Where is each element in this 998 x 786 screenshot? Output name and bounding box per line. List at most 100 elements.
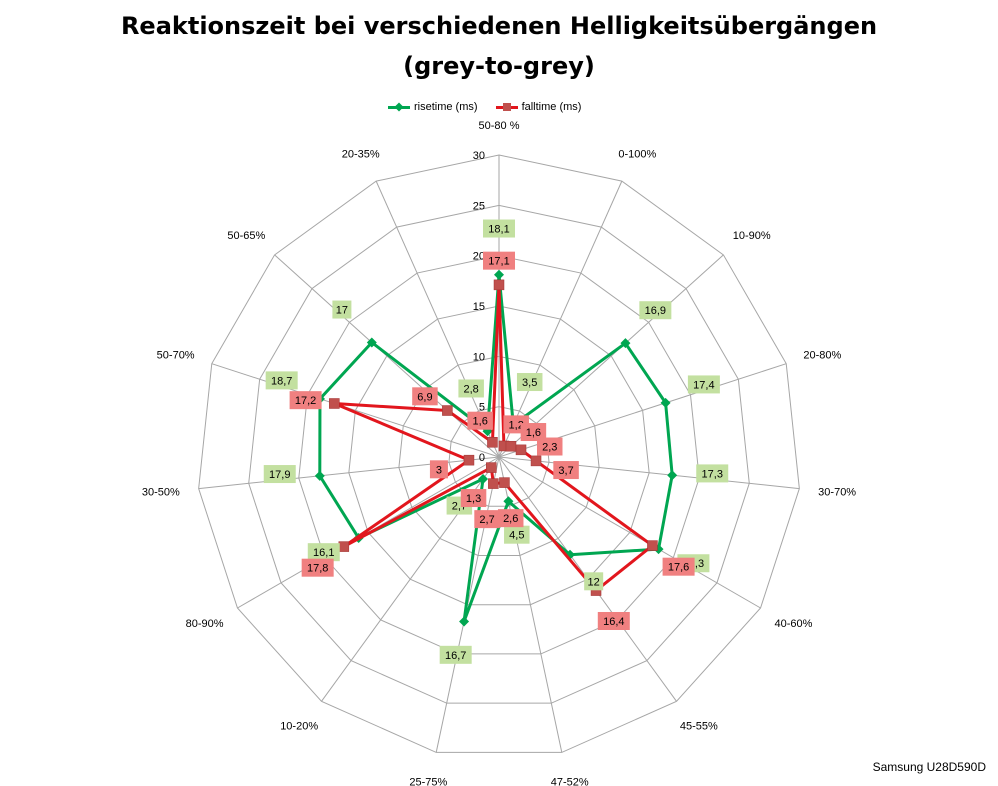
- category-label: 0-100%: [618, 149, 656, 161]
- data-label-bg: [307, 543, 340, 562]
- r-tick-label: 15: [473, 301, 485, 313]
- data-label-bg: [597, 611, 630, 630]
- category-label: 20-80%: [803, 349, 841, 361]
- data-label-bg: [687, 375, 720, 394]
- data-label-falltime: 17,6: [668, 562, 689, 574]
- data-label-bg: [301, 558, 334, 577]
- data-label-falltime: 3: [436, 464, 442, 476]
- data-label-risetime: 16,9: [645, 305, 666, 317]
- data-point-falltime: [338, 541, 350, 552]
- r-tick-label: 20: [473, 251, 485, 263]
- data-label-risetime: 12: [588, 576, 600, 588]
- data-label-falltime: 2,3: [542, 442, 557, 454]
- data-label-bg: [263, 465, 296, 484]
- grid-spoke: [498, 180, 623, 458]
- data-label-risetime: 3,5: [522, 377, 537, 389]
- data-label-bg: [265, 371, 298, 390]
- data-point-risetime: [620, 338, 631, 349]
- data-point-falltime: [442, 405, 453, 416]
- data-label-bg: [460, 489, 487, 508]
- data-label-risetime: 17,4: [693, 379, 714, 391]
- data-label-falltime: 1,3: [466, 493, 481, 505]
- series-line-risetime: [318, 273, 674, 623]
- data-label-bg: [467, 411, 493, 430]
- falltime-swatch-icon: [495, 101, 518, 113]
- data-label-bg: [497, 509, 524, 528]
- grid-spoke: [498, 456, 761, 609]
- category-label: 10-20%: [280, 721, 318, 733]
- category-label: 30-50%: [142, 487, 180, 499]
- grid-spoke: [498, 456, 563, 753]
- data-point-falltime: [463, 454, 475, 466]
- data-label-risetime: 17,3: [702, 468, 723, 480]
- data-label-bg: [516, 373, 543, 392]
- data-point-risetime: [503, 496, 514, 507]
- data-point-risetime: [314, 470, 325, 481]
- category-label: 25-75%: [409, 777, 447, 786]
- data-point-falltime: [493, 279, 505, 291]
- grid-spoke: [375, 180, 500, 458]
- data-label-risetime: 16,1: [313, 547, 334, 559]
- category-label: 50-80 %: [479, 120, 520, 132]
- data-point-risetime: [667, 470, 678, 481]
- data-label-falltime: 17,1: [488, 256, 509, 268]
- grid-spoke: [274, 254, 500, 458]
- data-label-risetime: 17,9: [269, 469, 290, 481]
- data-point-falltime: [515, 444, 527, 456]
- data-label-risetime: 4,5: [509, 530, 524, 542]
- data-point-risetime: [459, 616, 470, 627]
- data-label-bg: [639, 301, 672, 320]
- legend-label-risetime: risetime (ms): [414, 101, 478, 113]
- chart-title: Reaktionszeit bei verschiedenen Helligke…: [120, 12, 878, 40]
- grid-spoke: [211, 363, 500, 458]
- category-label: 20-35%: [342, 149, 380, 161]
- data-point-falltime: [487, 437, 498, 448]
- data-label-bg: [429, 460, 448, 479]
- data-label-falltime: 6,9: [417, 391, 432, 403]
- data-label-bg: [483, 219, 515, 238]
- legend-item-risetime: risetime (ms): [388, 101, 478, 113]
- data-label-bg: [553, 461, 579, 480]
- data-label-falltime: 16,4: [603, 616, 624, 628]
- data-label-bg: [504, 525, 530, 544]
- data-point-falltime: [486, 462, 497, 473]
- data-point-falltime: [647, 540, 658, 551]
- data-point-falltime: [499, 477, 510, 488]
- data-point-risetime: [660, 397, 671, 408]
- data-label-bg: [483, 251, 515, 270]
- data-label-risetime: 16,7: [445, 650, 466, 662]
- risetime-swatch-icon: [388, 101, 410, 113]
- data-label-falltime: 1,6: [526, 427, 541, 439]
- data-label-falltime: 17,8: [307, 563, 328, 575]
- legend-item-falltime: falltime (ms): [495, 101, 581, 113]
- data-point-falltime: [329, 398, 340, 409]
- data-label-falltime: 1,2: [509, 419, 524, 431]
- data-point-falltime: [505, 440, 517, 452]
- data-label-falltime: 2,6: [503, 513, 518, 525]
- data-label-bg: [536, 437, 563, 456]
- data-label-falltime: 1,6: [473, 416, 488, 428]
- data-label-bg: [520, 423, 547, 442]
- data-label-risetime: 18,7: [271, 375, 292, 387]
- r-tick-label: 5: [479, 402, 485, 414]
- chart-subtitle: (grey-to-grey): [403, 52, 595, 80]
- data-point-risetime: [494, 269, 504, 280]
- category-label: 50-70%: [157, 349, 195, 361]
- category-label: 50-65%: [227, 230, 265, 242]
- r-tick-label: 25: [473, 200, 485, 212]
- footer-model: Samsung U28D590D: [872, 760, 986, 774]
- category-label: 40-60%: [774, 618, 812, 630]
- data-label-bg: [584, 572, 604, 591]
- data-label-risetime: 18,1: [488, 224, 509, 236]
- data-label-falltime: 17,2: [295, 395, 316, 407]
- data-point-risetime: [478, 473, 489, 484]
- grid-spoke: [198, 456, 500, 490]
- grid-ring: [298, 255, 700, 655]
- data-label-bg: [332, 300, 352, 319]
- data-label-bg: [458, 379, 484, 398]
- data-label-bg: [412, 387, 438, 406]
- legend: risetime (ms) falltime (ms): [388, 101, 599, 113]
- grid-ring: [348, 305, 650, 606]
- data-label-bg: [696, 464, 729, 483]
